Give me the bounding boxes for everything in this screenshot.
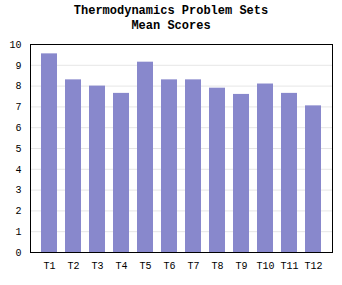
svg-text:T4: T4 (115, 261, 127, 272)
svg-text:T9: T9 (235, 261, 247, 272)
svg-text:T5: T5 (139, 261, 151, 272)
svg-text:6: 6 (15, 123, 21, 134)
svg-text:T8: T8 (211, 261, 223, 272)
svg-text:T11: T11 (280, 261, 298, 272)
svg-text:9: 9 (15, 61, 21, 72)
svg-text:T6: T6 (163, 261, 175, 272)
svg-text:5: 5 (15, 144, 21, 155)
svg-text:3: 3 (15, 185, 21, 196)
svg-text:T12: T12 (304, 261, 322, 272)
svg-text:T2: T2 (67, 261, 79, 272)
svg-text:T10: T10 (256, 261, 274, 272)
html-text:Mean Scores: Mean Scores (131, 19, 211, 33)
svg-text:2: 2 (15, 206, 21, 217)
svg-text:1: 1 (15, 227, 21, 238)
svg-text:T7: T7 (187, 261, 199, 272)
svg-text:T1: T1 (43, 261, 55, 272)
svg-text:7: 7 (15, 102, 21, 113)
svg-text:4: 4 (15, 165, 21, 176)
svg-text:8: 8 (15, 81, 21, 92)
html-text:Thermodynamics Problem Sets: Thermodynamics Problem Sets (73, 4, 269, 18)
svg-text:0: 0 (15, 248, 21, 259)
svg-text:T3: T3 (91, 261, 103, 272)
svg-text:10: 10 (9, 40, 21, 51)
